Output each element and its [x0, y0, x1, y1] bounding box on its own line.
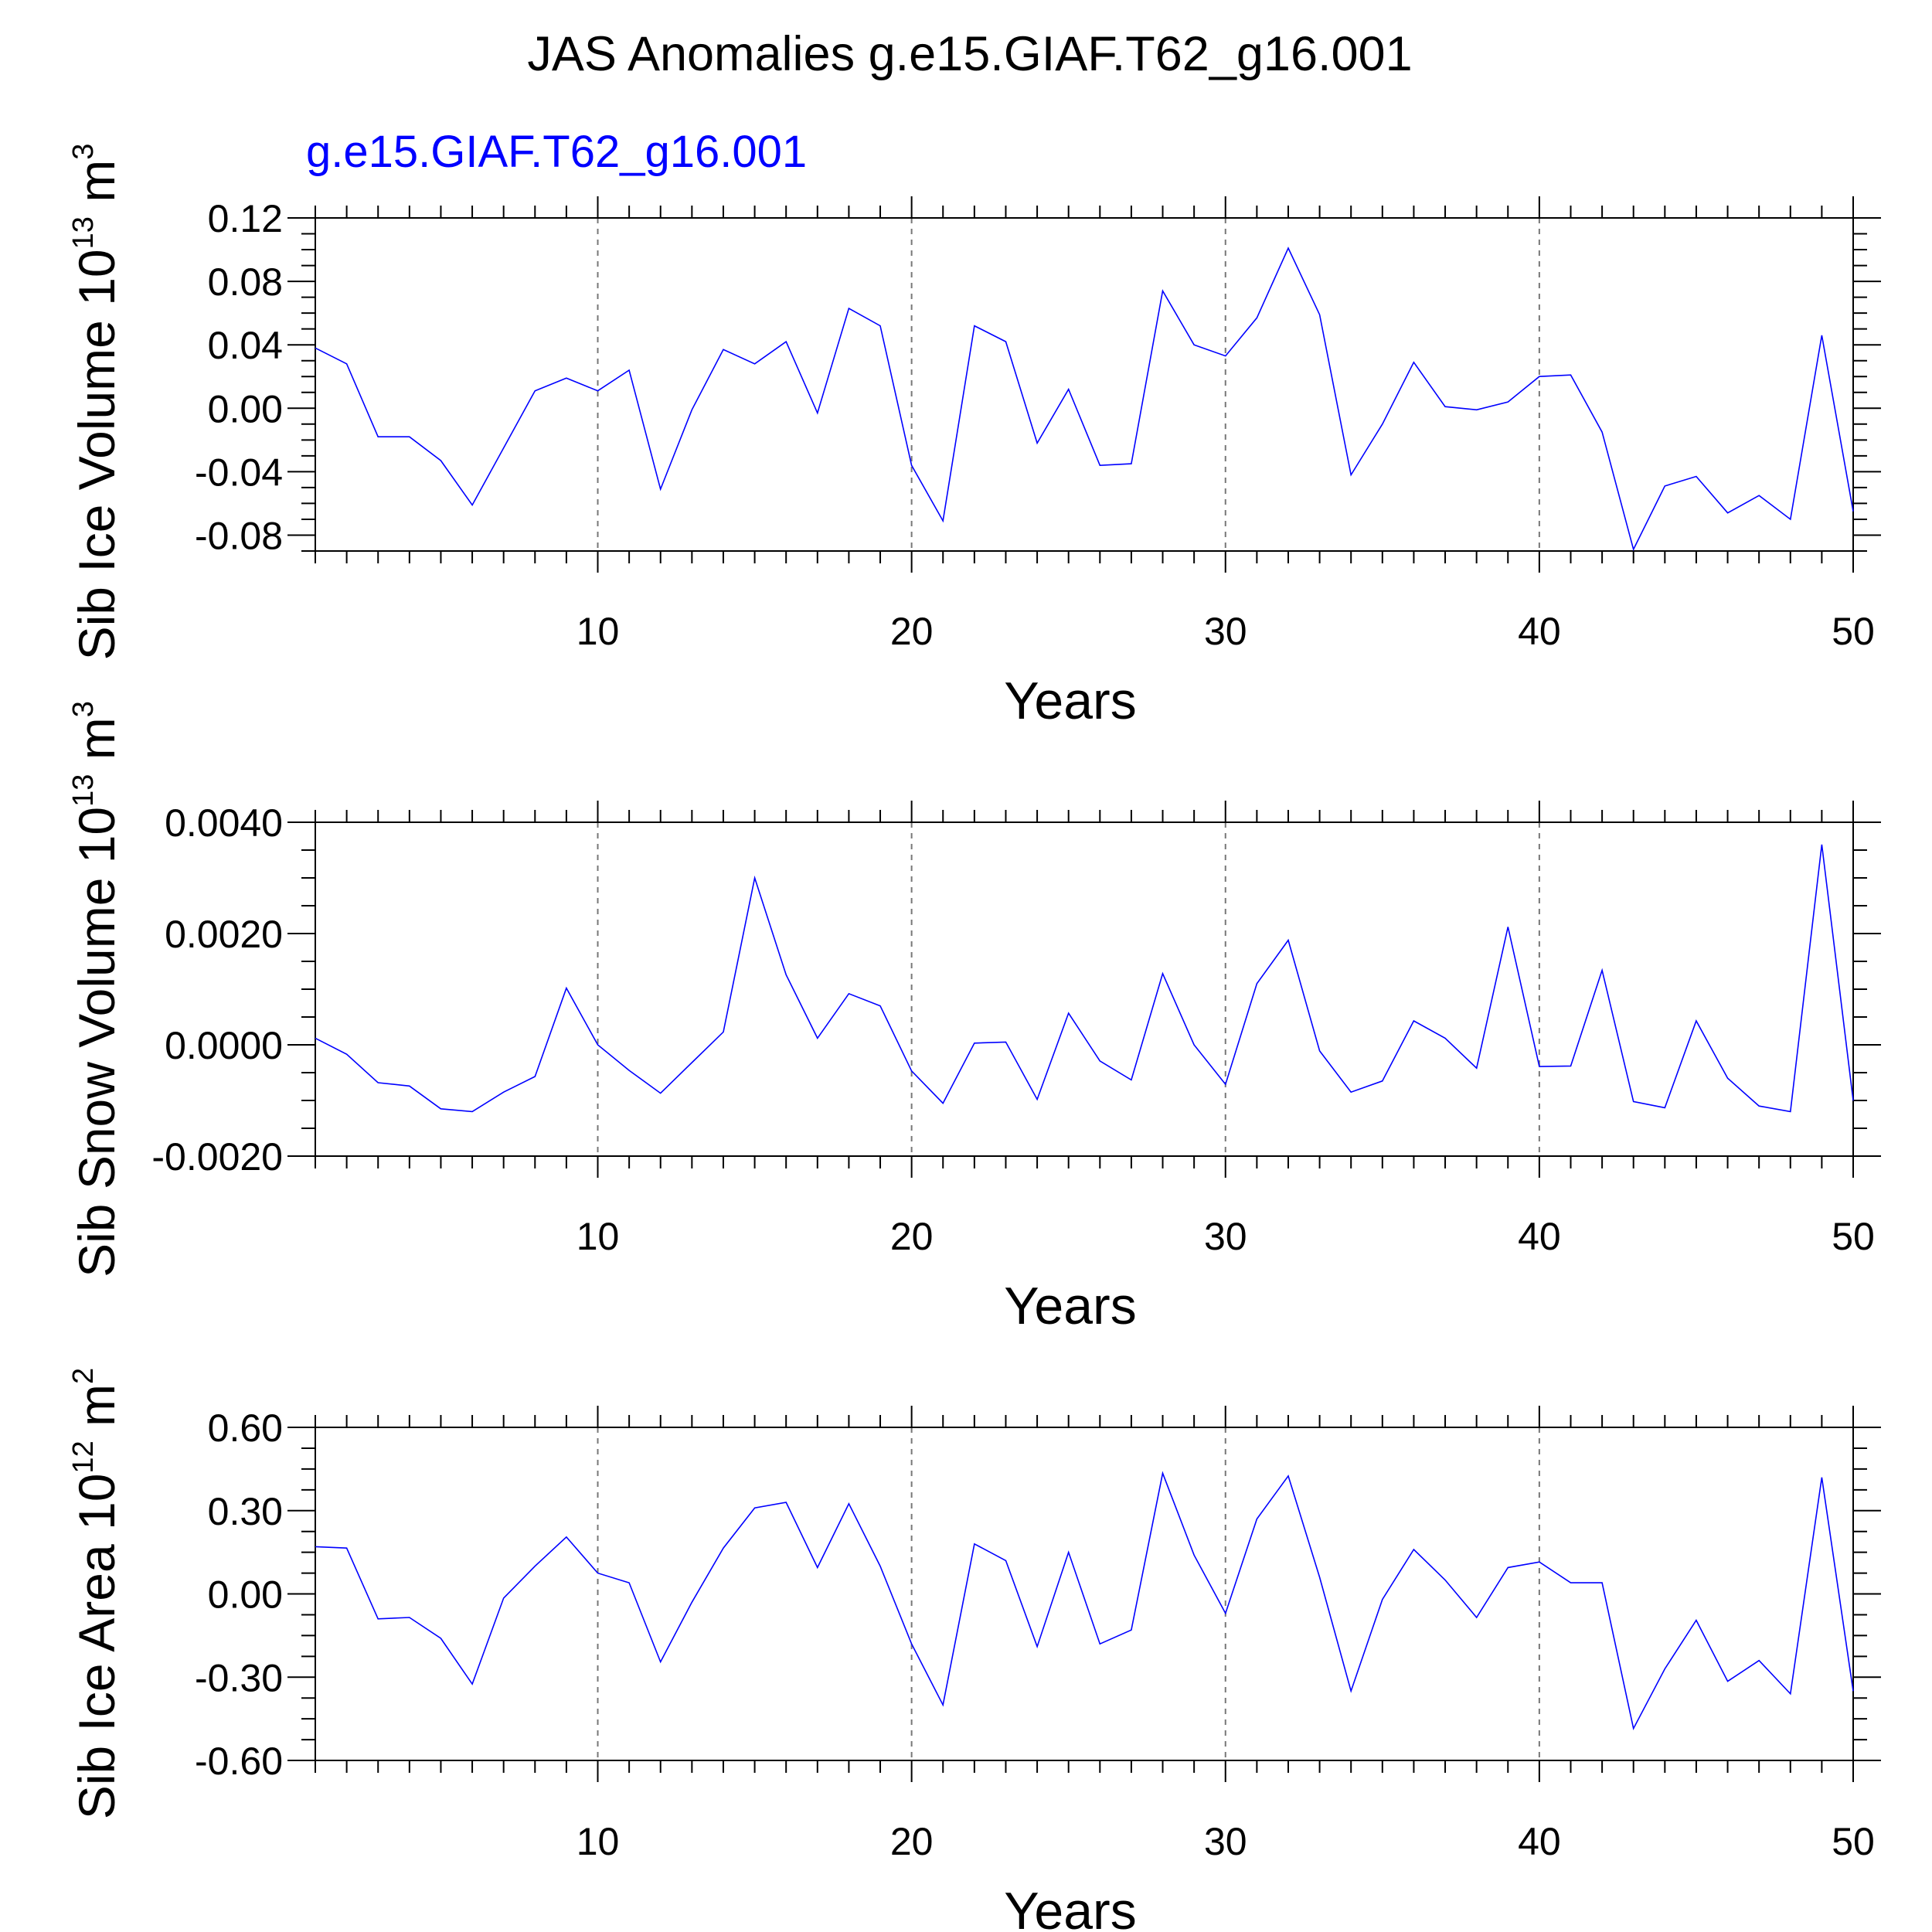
y-tick-label: 0.0000 [165, 1024, 283, 1067]
x-axis-label: Years [1004, 672, 1136, 730]
x-tick-label: 50 [1832, 1820, 1875, 1863]
y-tick-label: -0.0020 [151, 1135, 283, 1179]
x-tick-label: 10 [577, 1820, 620, 1863]
y-tick-label: 0.00 [208, 387, 283, 430]
y-label-unit: m [68, 160, 125, 216]
y-label-main: Sib Ice Area 10 [68, 1474, 125, 1820]
y-axis-label: Sib Snow Volume 1013 m3 [67, 701, 125, 1277]
y-axis-label: Sib Ice Area 1012 m2 [67, 1368, 125, 1819]
plot-frame [315, 1427, 1854, 1761]
y-tick-label: 0.0020 [165, 913, 283, 956]
x-tick-label: 10 [577, 610, 620, 653]
y-tick-label: 0.04 [208, 324, 283, 367]
chart-panel-3: 0.60 0.30 0.00 -0.30 -0.60 10 20 30 40 50 Years Sib… [67, 1368, 1881, 1932]
x-tick-label: 50 [1832, 1215, 1875, 1258]
series-line [315, 844, 1854, 1113]
y-tick-label: 0.08 [208, 260, 283, 304]
series-line [315, 1471, 1854, 1731]
y-tick-label: 0.0040 [165, 801, 283, 845]
y-tick-label: 0.60 [208, 1406, 283, 1450]
series-line [315, 247, 1854, 552]
y-label-unit: m [68, 717, 125, 774]
y-label-unit-exponent: 3 [67, 144, 100, 160]
y-label-exponent: 13 [67, 216, 100, 249]
x-tick-label: 30 [1204, 1215, 1247, 1258]
x-tick-label: 20 [890, 1820, 934, 1863]
chart-panel-1: 0.12 0.08 0.04 0.00 -0.04 -0.08 10 20 30 40 50 Year… [67, 144, 1881, 730]
plot-frame [315, 217, 1854, 552]
y-label-main: Sib Ice Volume 10 [68, 249, 125, 660]
y-axis-label: Sib Ice Volume 1013 m3 [67, 144, 125, 661]
y-tick-label: -0.04 [195, 451, 283, 494]
x-tick-label: 20 [890, 610, 934, 653]
x-axis-label: Years [1004, 1882, 1136, 1932]
y-label-unit-exponent: 3 [67, 701, 100, 717]
x-tick-label: 30 [1204, 610, 1247, 653]
y-tick-label: -0.60 [195, 1740, 283, 1783]
chart-panel-2: 0.0040 0.0020 0.0000 -0.0020 10 20 30 40 50 Years… [67, 701, 1881, 1335]
plot-frame [315, 821, 1854, 1157]
y-tick-label: 0.30 [208, 1490, 283, 1533]
y-label-exponent: 13 [67, 774, 100, 807]
y-axis-label-text: Sib Ice Volume 1013 m3 [67, 144, 125, 661]
x-axis-label: Years [1004, 1277, 1136, 1335]
x-tick-label: 40 [1518, 610, 1561, 653]
y-label-unit: m [68, 1384, 125, 1440]
x-tick-label: 40 [1518, 1820, 1561, 1863]
x-tick-label: 50 [1832, 610, 1875, 653]
y-axis-label-text: Sib Ice Area 1012 m2 [67, 1368, 125, 1819]
x-tick-label: 40 [1518, 1215, 1561, 1258]
figure-title: JAS Anomalies g.e15.GIAF.T62_g16.001 [527, 27, 1412, 81]
y-label-main: Sib Snow Volume 10 [68, 807, 125, 1277]
y-tick-label: 0.00 [208, 1573, 283, 1617]
y-axis-label-text: Sib Snow Volume 1013 m3 [67, 701, 125, 1277]
y-tick-label: -0.30 [195, 1656, 283, 1699]
y-label-unit-exponent: 2 [67, 1368, 100, 1384]
y-tick-label: 0.12 [208, 197, 283, 240]
x-tick-label: 30 [1204, 1820, 1247, 1863]
x-tick-label: 20 [890, 1215, 934, 1258]
x-tick-label: 10 [577, 1215, 620, 1258]
run-label: g.e15.GIAF.T62_g16.001 [306, 127, 807, 177]
y-label-exponent: 12 [67, 1440, 100, 1473]
y-tick-label: -0.08 [195, 514, 283, 557]
